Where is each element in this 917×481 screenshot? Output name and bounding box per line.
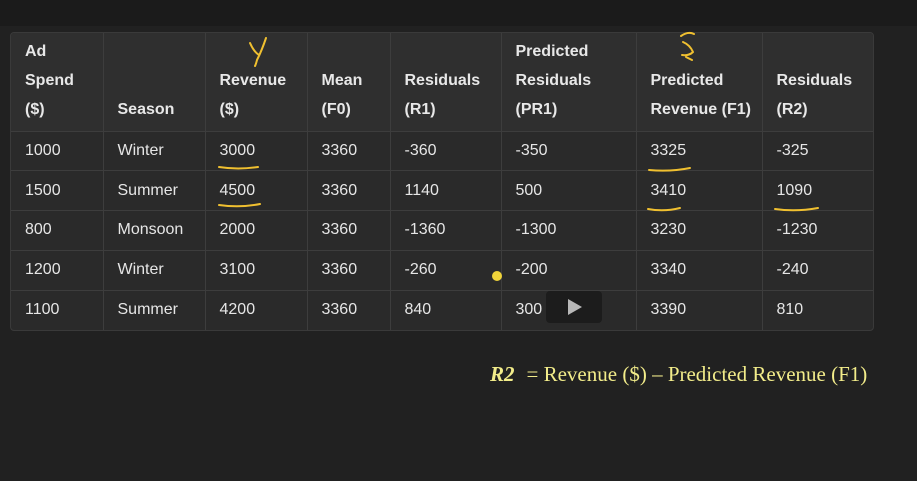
table-cell: Winter [103,250,206,291]
table-cell: 810 [776,301,804,319]
table-cell: 3340 [636,250,763,291]
table-row: 800 Monsoon 2000 3360 -1360 -1300 3230 -… [11,210,873,251]
table-cell: 3360 [307,210,391,251]
top-bar [0,0,917,26]
cursor-dot [492,271,502,281]
table-cell: 3360 [307,131,391,172]
header-residuals-r1: Residuals (R1) [390,33,502,132]
header-season: Season [103,33,206,132]
table-cell: 3410 [636,170,763,212]
table-cell: -350 [501,131,637,172]
header-mean: Mean (F0) [307,33,391,132]
table-cell: 3390 [636,290,763,330]
table-cell: -360 [390,131,502,172]
table-row: 1100 Summer 4200 3360 840 300 3390 810 [11,290,873,330]
formula-line: R2 = Revenue ($) – Predicted Revenue (F1) [490,362,867,387]
table-cell: Summer [103,170,206,212]
table-cell: Monsoon [103,210,206,251]
table-cell: 1200 [11,250,104,291]
data-table-container: Ad Spend ($) Season Revenue ($) Mean (F0) Re… [10,32,874,331]
table-cell: -260 [390,250,502,291]
table-cell: 1090 [762,170,873,212]
table-cell: Winter [103,131,206,172]
table-cell: 3230 [636,210,763,251]
table-cell: -1360 [390,210,502,251]
table-header-row: Ad Spend ($) Season Revenue ($) Mean (F0) Re… [11,33,873,132]
table-cell: 3360 [307,250,391,291]
header-predicted-residuals: Predicted Residuals (PR1) [501,33,637,132]
table-cell: Summer [103,290,206,330]
table-cell: 3000 [205,131,308,172]
table-cell: 3100 [205,250,308,291]
table-cell: -1300 [501,210,637,251]
table-row: 1200 Winter 3100 3360 -260 -200 3340 -24… [11,250,873,291]
table-cell: 3360 [307,290,391,330]
table-cell: 3325 [636,131,763,172]
header-residuals-r2: Residuals (R2) [762,33,873,132]
table-cell: -200 [501,250,637,291]
table-cell: 2000 [205,210,308,251]
table-row: 1500 Summer 4500 3360 1140 500 3410 1090 [11,170,873,212]
table-cell: 4500 [205,170,308,212]
table-cell: 3360 [307,170,391,212]
table-cell: 800 [11,210,104,251]
formula-expression: = Revenue ($) – Predicted Revenue (F1) [526,362,868,386]
table-cell: 500 [501,170,637,212]
table-cell: 840 [390,290,502,330]
table-cell: 4200 [205,290,308,330]
table-cell: 1100 [11,290,104,330]
table-cell: 1140 [390,170,502,212]
data-table: Ad Spend ($) Season Revenue ($) Mean (F0) Re… [11,33,873,330]
table-cell: -1230 [762,210,873,251]
header-revenue: Revenue ($) [205,33,308,132]
table-cell: -240 [762,250,873,291]
header-predicted-revenue: Predicted Revenue (F1) [636,33,763,132]
table-cell: 1500 [11,170,104,212]
table-cell: 1000 [11,131,104,172]
header-ad-spend: Ad Spend ($) [11,33,104,132]
table-cell: -325 [762,131,873,172]
table-row: 1000 Winter 3000 3360 -360 -350 3325 -32… [11,131,873,172]
formula-variable: R2 [490,362,515,386]
video-play-button[interactable] [546,291,602,323]
